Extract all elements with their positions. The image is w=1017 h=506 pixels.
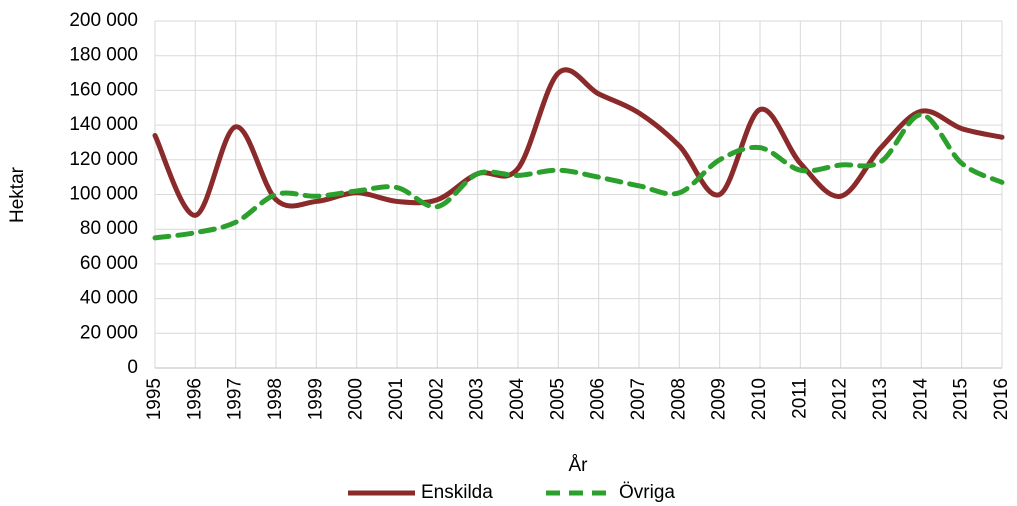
y-tick-label: 0 bbox=[127, 357, 138, 378]
y-tick-label: 140 000 bbox=[69, 114, 138, 135]
x-tick-label: 1996 bbox=[184, 378, 205, 420]
y-tick-label: 160 000 bbox=[69, 79, 138, 100]
y-tick-label: 200 000 bbox=[69, 10, 138, 31]
y-tick-label: 120 000 bbox=[69, 149, 138, 170]
x-tick-label: 2002 bbox=[426, 378, 447, 420]
x-tick-label: 2005 bbox=[547, 378, 568, 420]
x-tick-label: 2001 bbox=[386, 378, 407, 420]
y-tick-label: 40 000 bbox=[80, 288, 138, 309]
x-tick-label: 2007 bbox=[628, 378, 649, 420]
legend-label: Enskilda bbox=[421, 482, 493, 503]
x-tick-label: 2006 bbox=[588, 378, 609, 420]
line-series bbox=[152, 112, 1005, 241]
x-tick-label: 2000 bbox=[346, 378, 367, 420]
x-tick-label: 2010 bbox=[749, 378, 770, 420]
y-tick-label: 80 000 bbox=[80, 218, 138, 239]
x-tick-label: 2009 bbox=[709, 378, 730, 420]
y-axis-label: Hektar bbox=[7, 166, 28, 223]
x-tick-label: 2011 bbox=[789, 378, 810, 419]
legend-label: Övriga bbox=[619, 482, 675, 503]
x-tick-label: 2008 bbox=[668, 378, 689, 420]
x-tick-label: 2003 bbox=[467, 378, 488, 420]
x-tick-label: 2016 bbox=[991, 378, 1012, 420]
x-tick-label: 1998 bbox=[265, 378, 286, 420]
x-tick-label: 2014 bbox=[910, 378, 931, 421]
y-tick-label: 100 000 bbox=[69, 184, 138, 205]
y-tick-label: 60 000 bbox=[80, 253, 138, 274]
x-tick-label: 2015 bbox=[951, 378, 972, 420]
x-tick-label: 2012 bbox=[830, 378, 851, 420]
x-tick-label: 2013 bbox=[870, 378, 891, 420]
x-tick-label: 2004 bbox=[507, 378, 528, 421]
x-axis-label: År bbox=[569, 455, 589, 476]
x-tick-label: 1997 bbox=[225, 378, 246, 420]
x-tick-label: 1995 bbox=[144, 378, 165, 420]
line-series bbox=[152, 67, 1005, 218]
y-tick-label: 180 000 bbox=[69, 45, 138, 66]
x-tick-label: 1999 bbox=[305, 378, 326, 420]
y-tick-label: 20 000 bbox=[80, 322, 138, 343]
